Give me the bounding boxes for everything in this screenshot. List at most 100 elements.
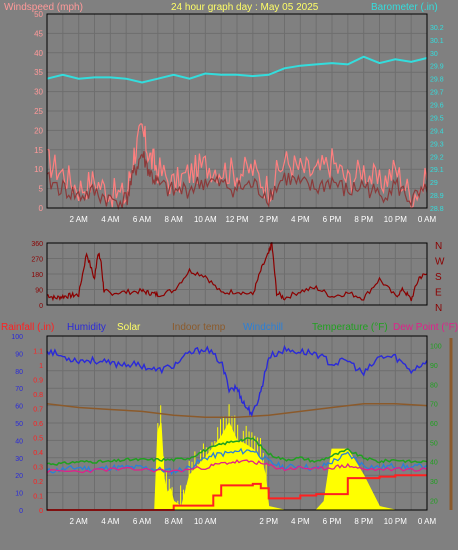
baro-y-tick-label: 29.3 (430, 141, 444, 148)
rain-y-tick-label: 0.2 (33, 479, 43, 486)
wind-panel-frame (46, 13, 428, 209)
humidity-y-tick-label: 90 (15, 351, 23, 358)
climate-x-tick-label: 0 AM (418, 517, 437, 526)
temp-y-tick-label: 20 (430, 498, 438, 505)
dewpoint-series-line (46, 459, 428, 474)
temp-y-tick-label: 90 (430, 363, 438, 370)
wind-x-tick-label: 0 AM (418, 215, 437, 224)
legend-windchill: Windchill (243, 322, 283, 333)
wind-y-tick-label: 5 (39, 185, 44, 194)
climate-x-tick-label: 4 AM (101, 517, 120, 526)
wind-x-tick-label: 8 PM (354, 215, 373, 224)
rain-y-tick-label: 0.7 (33, 407, 43, 414)
wind-y-tick-label: 15 (34, 146, 43, 155)
legend-temperature: Temperature (°F) (312, 322, 388, 333)
legend-dewpoint: Dew Point (°F) (393, 322, 458, 333)
wind-y-tick-label: 35 (34, 68, 43, 77)
humidity-y-tick-label: 0 (19, 508, 23, 515)
climate-panel-frame (46, 335, 428, 511)
direction-compass-letter: W (435, 257, 445, 268)
humidity-y-tick-label: 40 (15, 438, 23, 445)
wind-x-tick-label: 2 PM (259, 215, 278, 224)
baro-y-tick-label: 29.1 (430, 167, 444, 174)
baro-y-tick-label: 29.9 (430, 64, 444, 71)
wind-y-tick-label: 45 (34, 29, 43, 38)
wind-x-tick-label: 10 AM (194, 215, 217, 224)
climate-panel-axes: 0 10 20 30 40 50 60 70 80 90 100 0 0.1 0.2 0.3 0.4 0.5 0.… (11, 334, 453, 526)
chart-title: 24 hour graph day : May 05 2025 (171, 2, 319, 13)
wind-x-tick-label: 4 AM (101, 215, 120, 224)
wind-y-tick-label: 30 (34, 88, 43, 97)
climate-x-tick-label: 2 PM (259, 517, 278, 526)
baro-y-tick-label: 30.2 (430, 25, 444, 32)
baro-y-tick-label: 29.6 (430, 103, 444, 110)
humidity-y-tick-label: 20 (15, 473, 23, 480)
wind-x-tick-label: 6 PM (323, 215, 342, 224)
barometer-series-line (46, 55, 428, 84)
indoor-temp-series-line (46, 402, 428, 418)
solar-series-area (47, 421, 427, 511)
temp-y-tick-label: 100 (430, 344, 442, 351)
humidity-y-tick-label: 30 (15, 456, 23, 463)
wind-x-tick-label: 12 PM (225, 215, 248, 224)
wind-x-tick-label: 10 PM (384, 215, 407, 224)
windspeed-label: Windspeed (mph) (4, 2, 83, 13)
direction-compass-letter: E (435, 288, 442, 299)
wind-y-tick-label: 10 (34, 165, 43, 174)
direction-panel-frame (46, 242, 428, 306)
baro-y-tick-label: 28.8 (430, 206, 444, 213)
baro-y-tick-label: 28.9 (430, 193, 444, 200)
temp-y-tick-label: 30 (430, 479, 438, 486)
wind-y-tick-label: 20 (34, 126, 43, 135)
climate-x-tick-label: 10 AM (194, 517, 217, 526)
temperature-series-line (46, 437, 428, 466)
humidity-y-tick-label: 50 (15, 421, 23, 428)
baro-y-tick-label: 30 (430, 51, 438, 58)
legend-solar: Solar (117, 322, 141, 333)
humidity-y-tick-label: 100 (11, 334, 23, 341)
windchill-series-line (46, 447, 428, 476)
rain-y-tick-label: 0.9 (33, 378, 43, 385)
baro-y-tick-label: 29.5 (430, 115, 444, 122)
humidity-y-tick-label: 60 (15, 404, 23, 411)
wind-direction-series-line (46, 242, 428, 302)
legend-humidity: Humidity (67, 322, 106, 333)
humidity-y-tick-label: 80 (15, 369, 23, 376)
direction-y-tick-label: 270 (31, 257, 43, 264)
temp-y-tick-label: 60 (430, 421, 438, 428)
legend-indoor-temp: Indoor temp (172, 322, 226, 333)
baro-y-tick-label: 30.1 (430, 38, 444, 45)
direction-y-tick-label: 0 (39, 303, 43, 310)
legend-rainfall: Rainfall (.in) (1, 322, 54, 333)
wind-x-tick-label: 4 PM (291, 215, 310, 224)
temp-y-tick-label: 40 (430, 460, 438, 467)
rain-y-tick-label: 0.4 (33, 450, 43, 457)
climate-x-tick-label: 10 PM (384, 517, 407, 526)
climate-x-tick-label: 6 AM (133, 517, 152, 526)
wind-panel-series (46, 55, 428, 211)
baro-y-tick-label: 29.2 (430, 154, 444, 161)
climate-x-tick-label: 8 PM (354, 517, 373, 526)
rain-y-tick-label: 0 (39, 508, 43, 515)
windspeed-avg-series-line (46, 151, 428, 211)
rain-y-tick-label: 0.6 (33, 421, 43, 428)
baro-y-tick-label: 29.7 (430, 90, 444, 97)
humidity-y-tick-label: 70 (15, 386, 23, 393)
climate-x-tick-label: 8 AM (165, 517, 184, 526)
wind-x-tick-label: 2 AM (70, 215, 89, 224)
wind-y-tick-label: 0 (39, 204, 44, 213)
climate-x-tick-label: 6 PM (323, 517, 342, 526)
temp-y-tick-label: 80 (430, 382, 438, 389)
rain-y-tick-label: 1 (39, 363, 43, 370)
rainfall-series-line (47, 474, 427, 511)
climate-panel-series (46, 344, 428, 511)
temp-y-tick-label: 70 (430, 402, 438, 409)
barometer-label: Barometer (.in) (371, 2, 438, 13)
wind-panel-axes: 0 5 10 15 20 25 30 35 40 45 50 28.8 28.9 29 29.1 29.2 29… (34, 10, 444, 224)
direction-y-tick-label: 180 (31, 272, 43, 279)
direction-compass-letter: N (435, 241, 442, 252)
baro-y-tick-label: 29.8 (430, 77, 444, 84)
rain-y-tick-label: 1.1 (33, 349, 43, 356)
direction-y-tick-label: 360 (31, 241, 43, 248)
